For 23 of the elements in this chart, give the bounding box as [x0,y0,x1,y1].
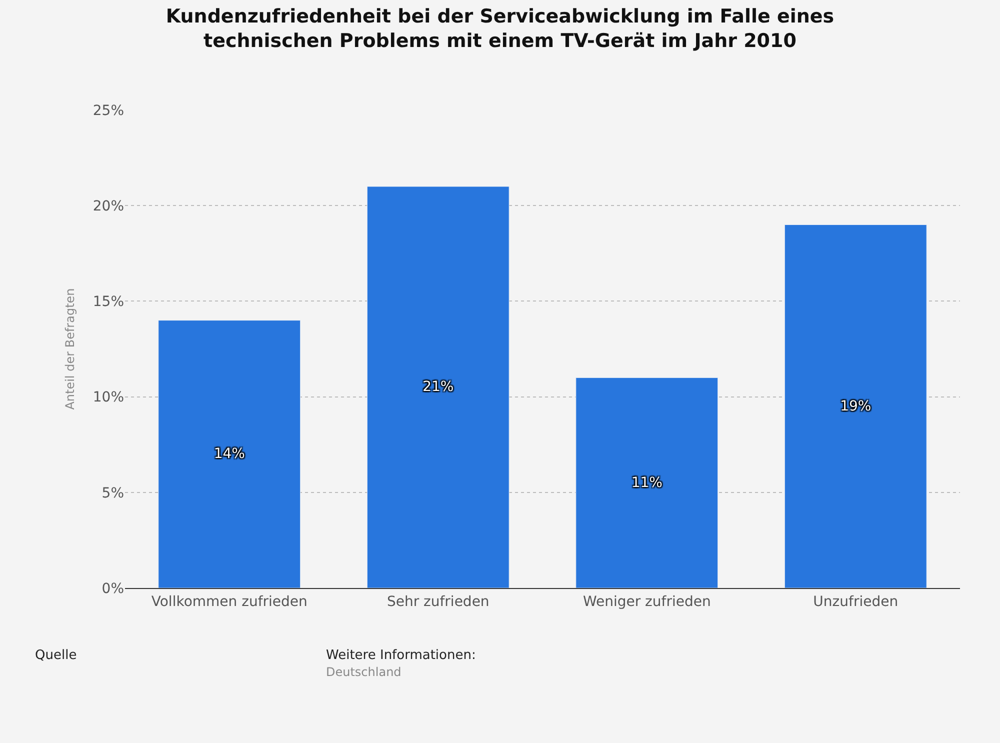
bar [784,224,927,588]
bar [366,186,510,588]
x-tick-label: Sehr zufrieden [386,594,490,610]
bar [158,320,301,588]
chart-title: Kundenzufriedenheit bei der Serviceabwicklung im Falle eines technischen Problems mit einem TV-Gerät im Jahr 2010 [166,5,834,52]
x-tick-label: Unzufrieden [813,594,898,610]
y-tick-label: 15% [92,294,124,310]
data-label: 19% [840,398,872,414]
y-tick-label: 20% [92,198,124,214]
data-label: 21% [422,379,454,396]
text: Weitere Informationen: [326,648,476,663]
text: Quelle [35,648,77,663]
data-label: 14% [214,446,245,462]
data-label: 11% [631,474,662,491]
y-axis-title: Anteil der Befragten [63,288,78,410]
text: Deutschland [326,665,402,679]
x-tick-label: Vollkommen zufrieden [151,594,308,610]
bar [576,377,718,588]
y-tick-label: 0% [102,580,124,597]
y-tick-label: 10% [92,390,124,406]
x-tick-label: Weniger zufrieden [582,594,711,610]
y-tick-label: 25% [92,102,124,119]
y-tick-label: 5% [102,485,124,502]
